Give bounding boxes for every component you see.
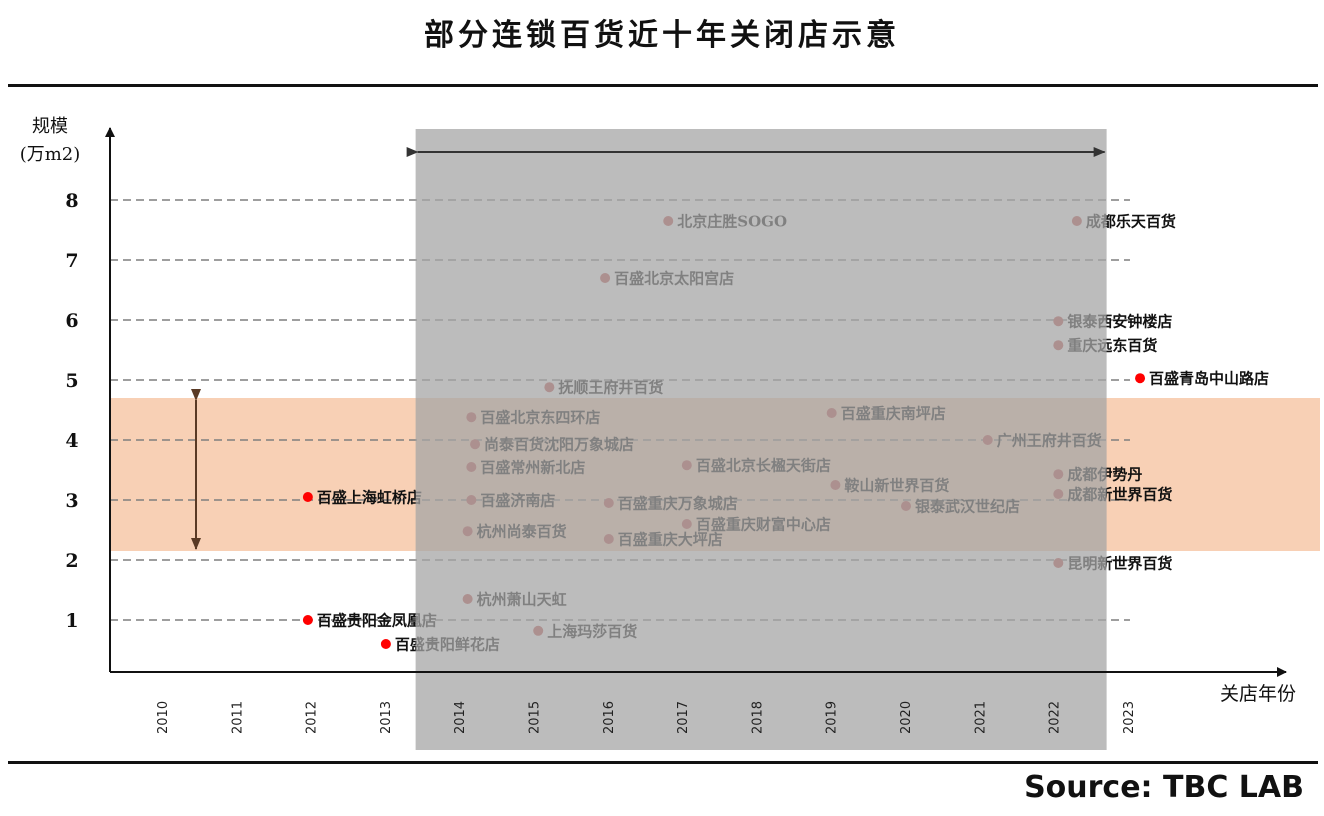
x-tick-label: 2013 bbox=[379, 701, 394, 734]
source-credit: Source: TBC LAB bbox=[1024, 770, 1304, 805]
x-tick-label: 2017 bbox=[676, 701, 691, 734]
chart-title: 部分连锁百货近十年关闭店示意 bbox=[424, 18, 900, 53]
data-point-label: 百盛青岛中山路店 bbox=[1149, 370, 1269, 388]
data-point-label: 百盛上海虹桥店 bbox=[317, 489, 422, 507]
data-point-label: 成都乐天百货 bbox=[1086, 213, 1176, 231]
data-point bbox=[1135, 373, 1146, 384]
y-tick-label: 2 bbox=[65, 550, 78, 572]
x-tick-label: 2016 bbox=[602, 701, 617, 734]
y-tick-label: 6 bbox=[65, 310, 78, 332]
y-axis-label-line2: (万m2) bbox=[20, 144, 81, 165]
data-point-label: 百盛贵阳金凤凰店 bbox=[317, 612, 437, 630]
y-tick-label: 7 bbox=[65, 250, 78, 272]
x-tick-label: 2022 bbox=[1048, 701, 1063, 734]
y-axis-label-line1: 规模 bbox=[32, 116, 68, 137]
x-tick-label: 2020 bbox=[899, 701, 914, 734]
y-tick-label: 4 bbox=[65, 430, 78, 452]
x-tick-label: 2018 bbox=[750, 701, 765, 734]
x-tick-label: 2012 bbox=[305, 701, 320, 734]
x-tick-label: 2014 bbox=[453, 701, 468, 734]
y-tick-label: 5 bbox=[65, 370, 78, 392]
shade-layer bbox=[406, 129, 1107, 750]
shaded-period bbox=[415, 129, 1107, 750]
data-point bbox=[380, 639, 391, 649]
x-tick-label: 2011 bbox=[230, 701, 245, 734]
x-tick-label: 2021 bbox=[973, 701, 988, 734]
y-tick-label: 8 bbox=[65, 190, 78, 212]
x-tick-label: 2019 bbox=[825, 701, 840, 734]
top-rule bbox=[8, 84, 1318, 87]
y-tick-label: 3 bbox=[65, 490, 78, 512]
y-tick-label: 1 bbox=[65, 610, 78, 632]
axes-layer: 1 2 3 4 5 6 7 8 2010 2011 2012 2013 2014 2015 2016 2017… bbox=[65, 127, 1287, 734]
x-tick-label: 2015 bbox=[528, 701, 543, 734]
x-tick-label: 2010 bbox=[156, 701, 171, 734]
x-tick-label: 2023 bbox=[1122, 701, 1137, 734]
data-point bbox=[302, 492, 313, 502]
x-axis-label: 关店年份 bbox=[1220, 683, 1296, 705]
data-point bbox=[302, 615, 313, 625]
bottom-rule bbox=[8, 761, 1318, 764]
